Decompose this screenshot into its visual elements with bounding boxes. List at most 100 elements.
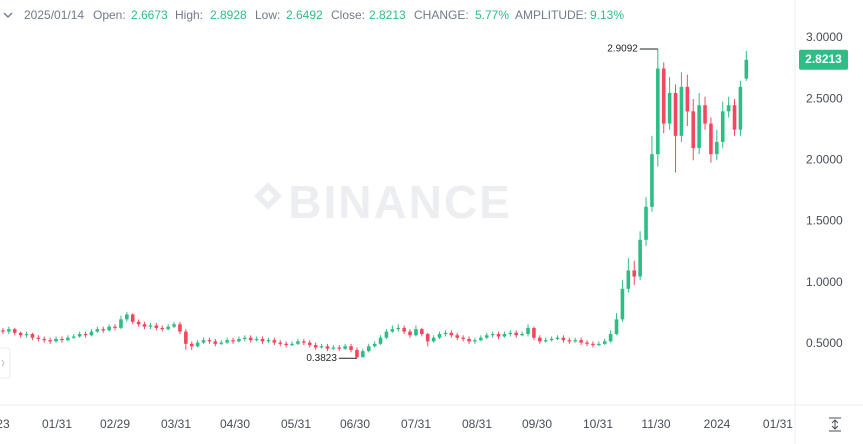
x-tick-label: 11/30 [641,417,670,431]
candle-body [142,324,147,327]
candle-body [626,270,631,289]
candle-body [538,337,542,342]
change-label: CHANGE: [414,8,469,22]
candle-body [715,141,719,155]
candle-body [113,326,117,328]
candle-body [77,334,82,337]
candle-body [36,337,41,339]
candle-body [125,314,129,320]
settings-icon[interactable] [829,417,841,432]
header: 2025/01/14 Open: 2.6673 High: 2.8928 Low… [24,8,624,22]
candle-body [12,329,17,333]
candle-body [597,343,601,346]
candle-body [201,340,206,343]
x-tick-label: 10/31 [583,417,613,431]
candle-body [313,345,318,348]
candle-body [614,319,619,335]
candle-body [189,343,194,347]
candle-body [48,340,52,342]
candle-body [154,325,159,328]
candle-body [490,334,495,336]
open-value: 2.6673 [131,8,168,22]
y-tick-label: 1.0000 [806,275,843,289]
candle-body [461,337,465,339]
low-marker-label: 0.3823 [306,353,337,364]
candle-body [585,342,589,344]
high-marker-label: 2.9092 [607,44,638,55]
watermark: BINANCE [288,176,512,228]
candle-body [555,337,560,339]
candle-body [632,270,637,277]
watermark-logo [254,182,282,210]
candle-body [95,329,100,332]
side-tab[interactable] [0,347,11,379]
candle-body [620,288,625,320]
candle-body [732,105,737,130]
y-tick-label: 2.5000 [806,91,843,105]
high-label: High: [175,8,203,22]
candle-body [213,341,218,344]
x-tick-label: 04/30 [220,417,250,431]
y-tick-label: 2.0000 [806,152,843,166]
candle-body [579,340,583,343]
candle-body [744,59,749,79]
candle-body [172,324,176,327]
close-value: 2.8213 [369,8,406,22]
candle-body [325,346,330,349]
candle-body [136,321,141,325]
candle-body [384,331,389,338]
candle-body [644,206,648,240]
candle-body [66,337,70,341]
candle-body [60,338,64,341]
candle-body [479,337,483,341]
candle-body [396,327,401,330]
candle-body [508,332,513,335]
candle-body [284,343,288,346]
candle-body [467,338,471,342]
date: 2025/01/14 [24,8,84,22]
candle-body [319,346,324,348]
candle-body [130,314,135,322]
candle-body [349,346,353,350]
candle-body [83,334,88,336]
amplitude-value: 9.13% [590,8,624,22]
candle-body [402,327,406,332]
candle-body [502,334,507,337]
candle-body [290,343,294,346]
x-tick-label: 05/31 [281,417,311,431]
candle-body [496,334,501,337]
price-box [799,49,848,70]
candle-body [738,86,743,130]
candle-body [520,334,524,336]
candle-body [166,326,170,330]
candle-body [119,319,123,328]
candle-body [437,334,442,338]
low-value: 2.6492 [286,8,323,22]
candle-body [408,331,412,336]
candle-body [184,331,188,344]
candle-body [685,86,690,112]
candle-body [443,332,448,335]
candle-body [219,342,224,344]
candle-body [272,340,277,343]
candle-body [656,68,660,155]
candle-body [372,343,377,347]
candle-body [431,337,436,342]
candle-body [207,340,212,342]
candle-body [425,334,430,342]
candle-body [237,338,241,342]
candle-body [514,332,519,336]
collapse-icon[interactable] [3,12,13,18]
y-tick-label: 1.5000 [806,214,843,228]
candle-body [650,154,654,207]
candle-body [107,326,111,331]
candle-body [366,346,371,352]
candle-body [726,105,731,112]
candle-body [602,341,607,344]
x-tick-label: 23 [0,417,10,431]
candle-body [148,325,153,327]
candle-body [331,347,336,349]
change-value: 5.77% [475,8,509,22]
candle-body [543,340,548,342]
x-tick-label: 01/31 [42,417,72,431]
